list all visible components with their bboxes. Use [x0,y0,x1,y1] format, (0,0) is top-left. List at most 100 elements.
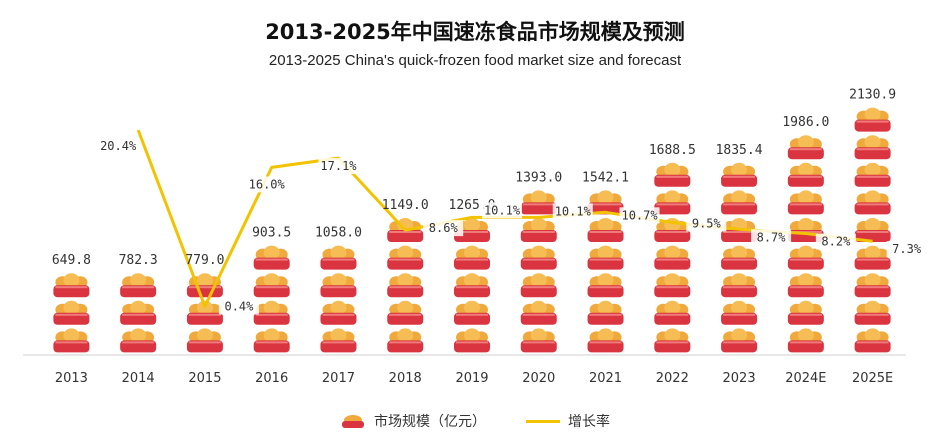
bowl-icon [654,273,691,298]
bar-2022[interactable] [654,162,691,353]
growth-value-label: 8.6% [429,221,459,235]
bowl-icon [520,328,557,353]
bowl-icon [854,162,891,187]
bar-value-label: 782.3 [119,253,158,268]
bowl-icon [520,300,557,325]
bowl-icon [587,245,624,270]
bowl-icon [721,328,758,353]
bar-2015[interactable] [186,273,223,353]
bowl-icon [320,300,357,325]
bar-2019[interactable] [454,218,490,353]
bar-value-label: 779.0 [185,253,224,268]
bar-value-label: 1542.1 [582,170,629,185]
growth-label-bg [98,138,139,155]
bowl-icon [854,135,891,160]
bar-2025E[interactable] [854,107,891,353]
bowl-icon [587,273,624,298]
bowl-icon [654,162,691,187]
legend: 市场规模（亿元） 增长率 [0,411,950,431]
bowl-icon [454,273,490,298]
bowl-icon [721,245,758,270]
growth-label-bg [423,220,464,237]
growth-label-bg [619,207,660,224]
legend-label-market-size: 市场规模（亿元） [374,414,486,430]
bowl-icon [454,245,490,270]
bowl-icon [787,190,824,215]
bowl-icon [120,300,157,325]
legend-item-market-size[interactable]: 市场规模（亿元） [340,411,486,431]
growth-label-bg [751,229,792,246]
bowl-icon [520,245,557,270]
bar-value-label: 1986.0 [782,115,829,130]
x-tick-label: 2014 [122,371,155,386]
bowl-icon [854,273,891,298]
bowl-icon [721,273,758,298]
bar-2018[interactable] [387,218,424,353]
growth-label-bg [246,176,287,193]
line-icon [526,419,560,423]
bar-value-label: 1393.0 [515,170,562,185]
growth-label-bg [815,233,856,250]
legend-item-growth-rate[interactable]: 增长率 [526,411,610,431]
x-tick-label: 2023 [723,371,756,386]
growth-label-bg [552,203,593,220]
bowl-icon [387,273,424,298]
bar-value-label: 1058.0 [315,226,362,241]
bar-value-label: 1835.4 [716,143,763,158]
bowl-icon [721,162,758,187]
bar-value-label: 903.5 [252,226,291,241]
bar-2013[interactable] [53,273,90,353]
x-tick-label: 2019 [455,371,488,386]
bowl-icon [387,300,424,325]
bowl-icon [320,273,357,298]
bowl-icon [253,245,290,270]
bowl-icon [454,218,490,242]
growth-label-bg [318,158,359,175]
bar-2017[interactable] [320,245,357,353]
bowl-icon [787,135,824,160]
bowl-icon [854,107,891,132]
growth-label-bg [686,215,727,232]
growth-value-label: 10.1% [555,204,592,218]
bowl-icon [186,328,223,353]
bar-2016[interactable] [253,245,290,353]
bowl-icon [53,300,90,325]
bowl-icon [53,328,90,353]
bowl-icon [53,273,90,298]
bowl-icon [787,245,824,270]
x-tick-label: 2021 [589,371,622,386]
bar-2020[interactable] [520,190,557,353]
bowl-icon [787,300,824,325]
bowl-icon [787,273,824,298]
bowl-icon [320,245,357,270]
bar-2021[interactable] [587,190,624,353]
bowl-icon [342,415,364,428]
x-tick-label: 2016 [255,371,288,386]
x-tick-label: 2020 [522,371,555,386]
growth-value-label: 8.2% [821,235,851,249]
growth-value-label: 9.5% [692,217,722,231]
bowl-icon [253,273,290,298]
bowl-icon [387,245,424,270]
growth-value-label: 8.7% [757,230,787,244]
bar-2023[interactable] [721,162,758,353]
bowl-icon [721,190,758,215]
growth-label-bg [482,202,522,219]
chart-canvas: 2013 2014 2015 2016 2017 2018 2019 2020 2021 2022… [23,87,922,386]
bar-2014[interactable] [120,273,157,353]
x-tick-label: 2013 [55,371,88,386]
bar-2024E[interactable] [787,135,824,353]
bowl-icon [654,190,691,215]
bowl-icon [520,190,557,215]
bars-layer [53,107,891,353]
growth-value-label: 10.7% [621,208,658,222]
growth-value-label: 16.0% [249,177,286,191]
bowl-icon [454,300,490,325]
bowl-icon [854,245,891,270]
growth-value-label: 17.1% [320,159,357,173]
bowl-icon [120,328,157,353]
bar-value-label: 1149.0 [382,198,429,213]
bowl-icon [520,273,557,298]
growth-value-label: 20.4% [100,139,137,153]
bowl-icon [454,328,490,353]
